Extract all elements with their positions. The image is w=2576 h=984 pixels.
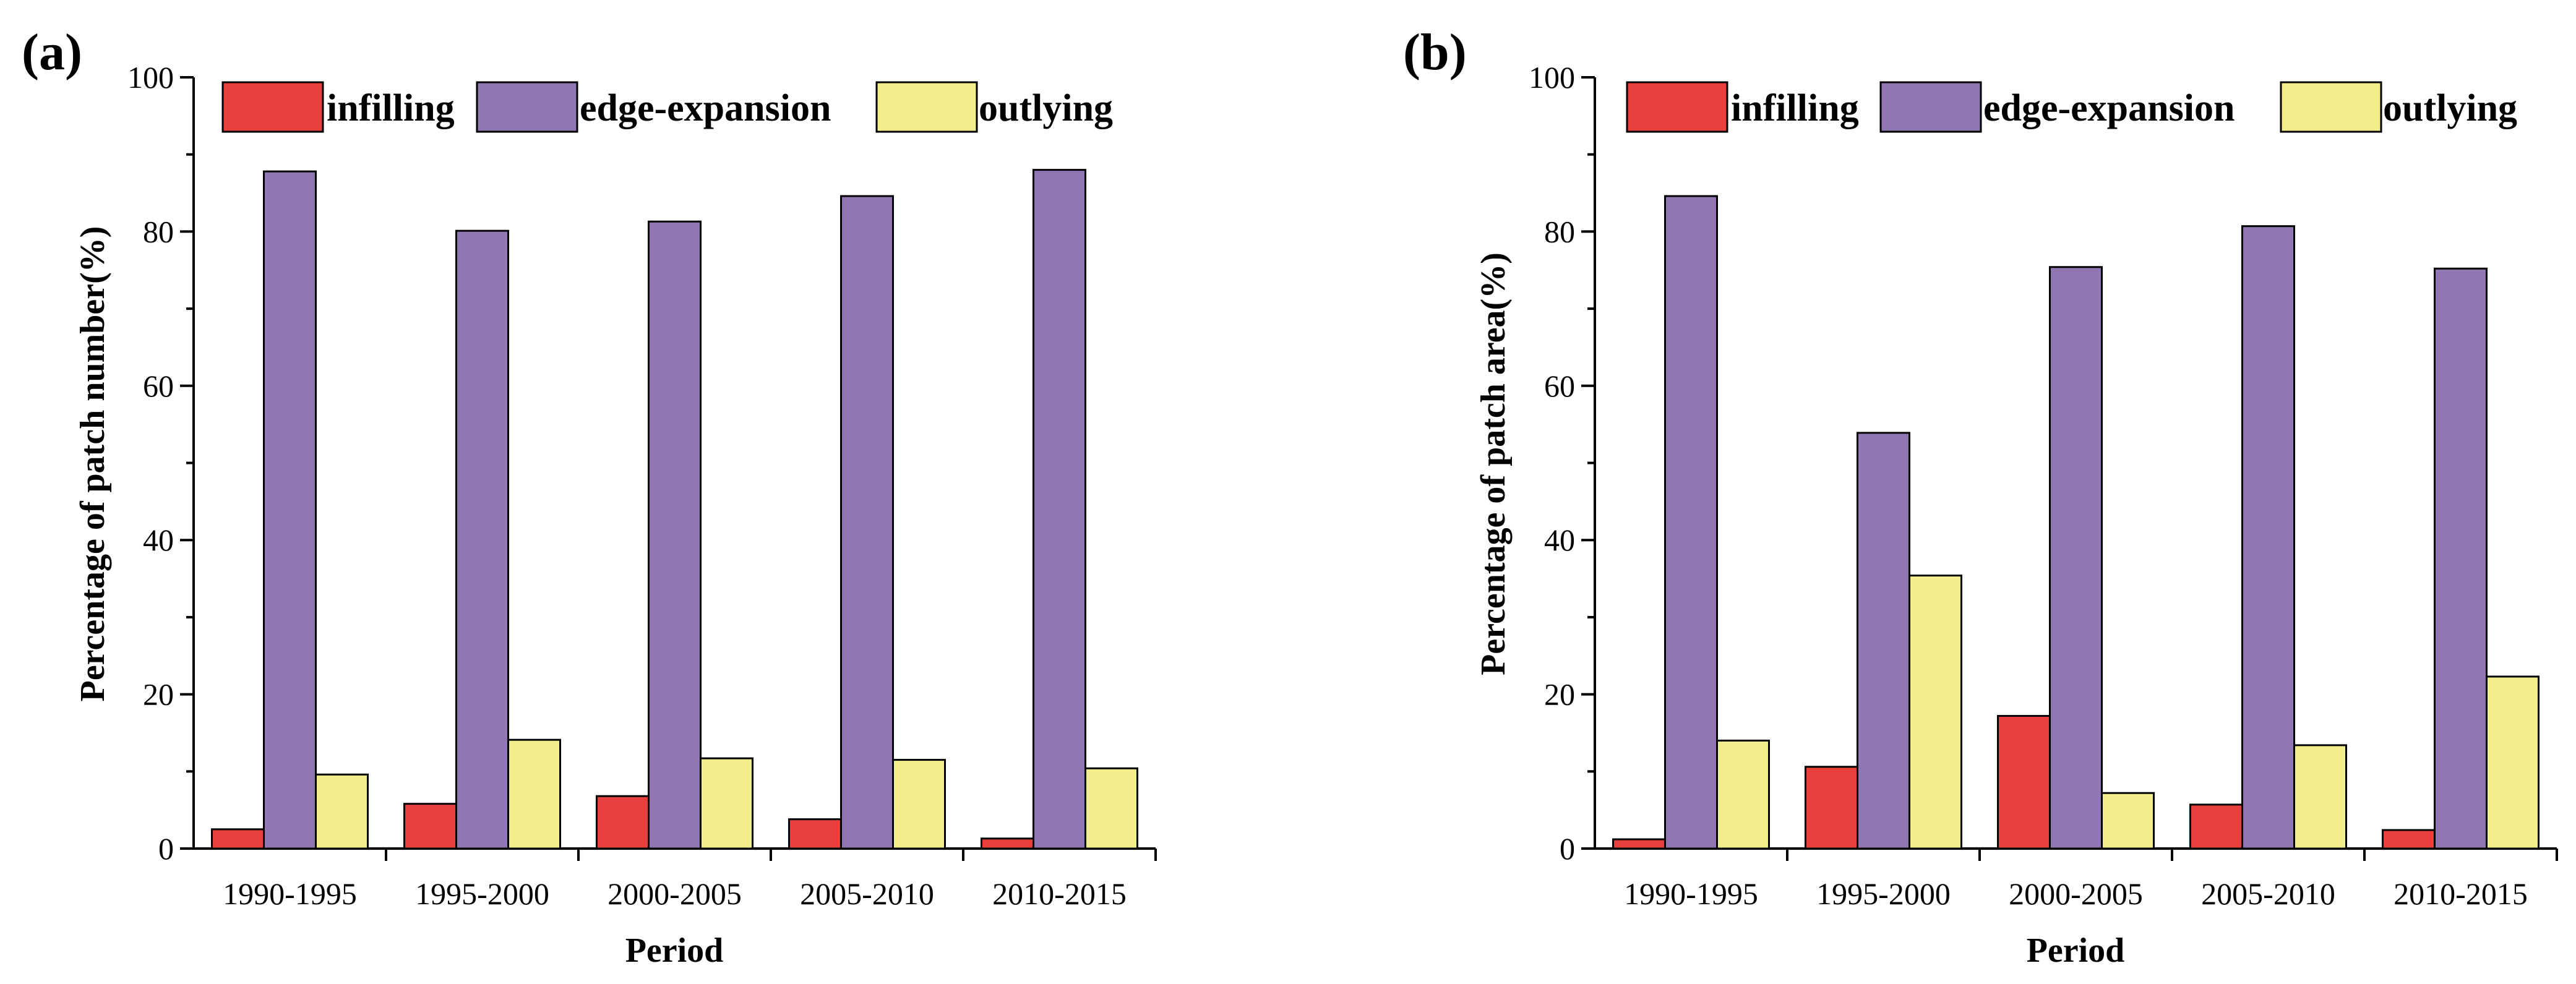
x-tick-label: 1990-1995: [1624, 876, 1758, 911]
x-tick-label: 2010-2015: [992, 876, 1127, 911]
panel-b: (b) 0 20 40 60 80 100 1990-1995 1995-2000 2000-2…: [1403, 24, 2558, 970]
bar-infilling-1995-2000: [1805, 766, 1858, 850]
x-tick-label: 2000-2005: [2009, 876, 2143, 911]
bar-infilling-2010-2015: [2382, 829, 2436, 850]
bar-outlying-2010-2015: [2486, 675, 2540, 850]
x-tick-label: 1995-2000: [415, 876, 549, 911]
bar-edge-expansion-2005-2010: [840, 195, 894, 850]
bar-infilling-2000-2005: [1997, 715, 2051, 850]
bar-outlying-1995-2000: [1908, 575, 1962, 850]
bar-outlying-2010-2015: [1084, 767, 1138, 850]
panel-a: (a) 0 20 40 60 80 100 1990-1995 1995-2000 2000-2…: [22, 24, 1157, 970]
legend-swatch-edge-expansion: [1879, 81, 1982, 133]
y-tick-label: 60: [1544, 369, 1575, 403]
bar-outlying-2000-2005: [2101, 792, 2155, 850]
y-axis-title: Percentage of patch area(%): [1474, 252, 1513, 675]
x-axis-title: Period: [625, 931, 724, 970]
x-tick-label: 2010-2015: [2394, 876, 2528, 911]
bar-infilling-2010-2015: [981, 837, 1034, 850]
panel-label: (b): [1403, 24, 1467, 81]
y-tick-label: 100: [127, 60, 174, 95]
legend-label-infilling: infilling: [327, 87, 455, 129]
legend-label-outlying: outlying: [979, 87, 1113, 129]
y-tick-label: 40: [143, 523, 174, 557]
bar-edge-expansion-1990-1995: [263, 170, 317, 850]
y-tick-label: 60: [143, 369, 174, 403]
legend-swatch-infilling: [221, 81, 324, 133]
chart-marks: 0 20 40 60 80 100 1990-1995 1995-2000 2000-2005 2…: [127, 60, 1157, 911]
bar-edge-expansion-2010-2015: [1033, 169, 1086, 850]
bar-infilling-1995-2000: [403, 803, 457, 850]
bar-edge-expansion-2005-2010: [2241, 225, 2295, 850]
bar-infilling-2000-2005: [596, 795, 650, 850]
x-tick-label: 1995-2000: [1816, 876, 1951, 911]
bar-infilling-1990-1995: [1612, 838, 1666, 850]
bar-edge-expansion-2000-2005: [648, 220, 702, 850]
panel-label: (a): [22, 24, 82, 81]
bar-outlying-2005-2010: [892, 759, 946, 850]
legend-label-outlying: outlying: [2383, 87, 2517, 129]
chart-marks: 0 20 40 60 80 100 1990-1995 1995-2000 2000-2005 2…: [1529, 60, 2558, 911]
bar-outlying-1995-2000: [507, 738, 561, 850]
legend-label-edge-expansion: edge-expansion: [1983, 87, 2235, 129]
y-tick-label: 20: [143, 677, 174, 712]
y-tick-label: 0: [158, 831, 174, 866]
legend-swatch-outlying: [2280, 81, 2382, 133]
y-tick-label: 20: [1544, 677, 1575, 712]
bar-outlying-1990-1995: [1716, 739, 1770, 850]
y-tick-label: 80: [143, 214, 174, 249]
y-tick-label: 100: [1529, 60, 1575, 95]
bar-outlying-1990-1995: [315, 773, 369, 850]
y-tick-label: 40: [1544, 523, 1575, 557]
bar-outlying-2000-2005: [700, 757, 753, 850]
bar-outlying-2005-2010: [2293, 744, 2347, 850]
legend-label-edge-expansion: edge-expansion: [580, 87, 831, 129]
x-axis-title: Period: [2027, 931, 2125, 970]
legend-swatch-edge-expansion: [476, 81, 578, 133]
y-tick-label: 80: [1544, 214, 1575, 249]
legend-label-infilling: infilling: [1731, 87, 1859, 129]
bar-edge-expansion-1990-1995: [1664, 195, 1718, 850]
x-tick-label: 1990-1995: [223, 876, 357, 911]
bar-edge-expansion-2010-2015: [2434, 267, 2488, 850]
legend-swatch-infilling: [1626, 81, 1728, 133]
bar-infilling-2005-2010: [788, 818, 842, 850]
legend-swatch-outlying: [875, 81, 978, 133]
y-axis-title: Percentage of patch number(%): [74, 226, 112, 702]
bar-edge-expansion-1995-2000: [455, 229, 509, 850]
y-tick-label: 0: [1560, 831, 1575, 866]
x-tick-label: 2000-2005: [608, 876, 742, 911]
bar-edge-expansion-1995-2000: [1857, 432, 1910, 850]
bar-infilling-2005-2010: [2189, 803, 2243, 850]
bar-edge-expansion-2000-2005: [2049, 266, 2103, 850]
x-tick-label: 2005-2010: [2201, 876, 2335, 911]
x-tick-label: 2005-2010: [800, 876, 934, 911]
bar-infilling-1990-1995: [211, 828, 265, 850]
